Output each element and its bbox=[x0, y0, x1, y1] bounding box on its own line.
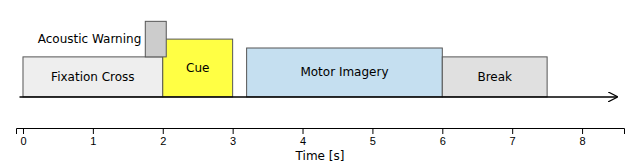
x-tick: 8 bbox=[580, 128, 586, 147]
x-tick-mark bbox=[512, 128, 513, 134]
x-tick-mark bbox=[93, 128, 94, 134]
x-tick-label: 7 bbox=[510, 135, 516, 147]
x-tick: 1 bbox=[90, 128, 96, 147]
x-tick: 6 bbox=[440, 128, 446, 147]
x-tick-label: 0 bbox=[20, 135, 26, 147]
x-tick-label: 4 bbox=[300, 135, 306, 147]
x-tick-label: 3 bbox=[230, 135, 236, 147]
chart: 0 1 2 3 4 5 6 7 8 Time [s] Fixation Cross Cue Motor … bbox=[0, 0, 640, 166]
x-axis-line bbox=[17, 129, 625, 135]
segment-label: Fixation Cross bbox=[51, 70, 135, 84]
annotation-label: Acoustic Warning bbox=[38, 32, 142, 46]
x-tick: 2 bbox=[160, 128, 166, 147]
x-tick: 5 bbox=[370, 128, 376, 147]
labels: Fixation Cross Cue Motor Imagery Break Acous… bbox=[38, 32, 512, 84]
x-tick: 0 bbox=[20, 128, 26, 147]
x-tick: 3 bbox=[230, 128, 236, 147]
plot: 0 1 2 3 4 5 6 7 8 Time [s] Fixation Cross Cue Motor … bbox=[17, 21, 625, 163]
x-tick-mark bbox=[582, 128, 583, 134]
x-tick-mark bbox=[442, 128, 443, 134]
segment bbox=[442, 57, 547, 97]
x-tick: 4 bbox=[300, 128, 306, 147]
x-axis: 0 1 2 3 4 5 6 7 8 bbox=[17, 128, 625, 147]
timeline-arrow bbox=[19, 96, 617, 98]
segment bbox=[163, 39, 233, 97]
x-tick-label: 6 bbox=[440, 135, 446, 147]
x-tick-mark bbox=[23, 128, 24, 134]
warning-bar bbox=[145, 21, 166, 57]
x-tick-label: 8 bbox=[580, 135, 586, 147]
x-tick: 7 bbox=[510, 128, 516, 147]
segment-label: Cue bbox=[186, 61, 209, 75]
marks bbox=[19, 21, 617, 97]
segment bbox=[247, 48, 443, 97]
x-tick-mark bbox=[233, 128, 234, 134]
x-tick-mark bbox=[163, 128, 164, 134]
x-tick-mark bbox=[372, 128, 373, 134]
segment-label: Motor Imagery bbox=[300, 65, 388, 79]
x-tick-label: 1 bbox=[90, 135, 96, 147]
x-tick-label: 5 bbox=[370, 135, 376, 147]
segment-label: Break bbox=[477, 70, 512, 84]
x-tick-mark bbox=[303, 128, 304, 134]
x-tick-label: 2 bbox=[160, 135, 166, 147]
x-axis-title: Time [s] bbox=[295, 149, 345, 163]
segment bbox=[23, 57, 163, 97]
